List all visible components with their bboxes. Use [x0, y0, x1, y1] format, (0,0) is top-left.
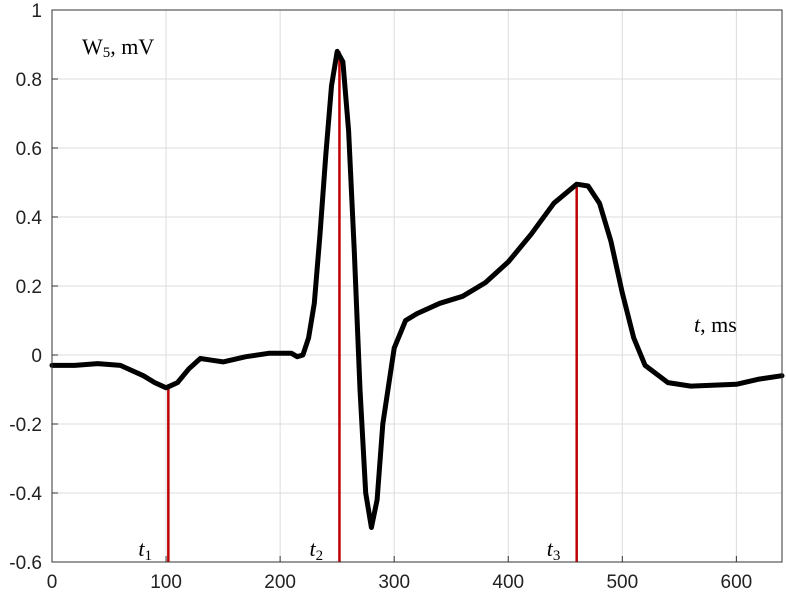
y-tick-label: 0.4 — [16, 208, 43, 229]
y-tick-label: -0.6 — [9, 553, 42, 574]
x-tick-label: 0 — [47, 572, 58, 593]
marker-label-main: t — [547, 536, 554, 561]
marker-label: t1 — [138, 536, 152, 564]
x-tick-label: 100 — [150, 572, 182, 593]
y-tick-label: -0.2 — [9, 415, 42, 436]
marker-label-sub: 3 — [553, 548, 561, 564]
x-tick-label: 500 — [606, 572, 638, 593]
marker-label-main: t — [309, 536, 316, 561]
x-label-unit: , ms — [700, 312, 737, 337]
y-tick-label: -0.4 — [9, 484, 42, 505]
x-label-main: t — [694, 312, 701, 337]
y-label-main: W — [82, 34, 103, 59]
marker-label-sub: 1 — [144, 548, 152, 564]
x-tick-label: 300 — [378, 572, 410, 593]
x-tick-label: 600 — [721, 572, 753, 593]
y-label-unit: , mV — [110, 34, 154, 59]
marks — [49, 48, 785, 562]
y-tick-label: 0.8 — [16, 70, 42, 91]
marker-label-sub: 2 — [316, 548, 324, 564]
y-axis-label: W5, mV — [82, 34, 154, 61]
y-tick-label: 0.6 — [16, 139, 42, 160]
y-tick-label: 0 — [31, 346, 42, 367]
y-label-sub: 5 — [103, 45, 111, 61]
y-tick-label: 1 — [31, 1, 42, 22]
marker-label: t2 — [309, 536, 323, 564]
x-tick-label: 200 — [264, 572, 296, 593]
marker-label-main: t — [138, 536, 145, 561]
marker-label: t3 — [547, 536, 561, 564]
line-series — [49, 48, 785, 530]
y-tick-label: 0.2 — [16, 277, 42, 298]
x-tick-label: 400 — [492, 572, 524, 593]
x-axis-label: t, ms — [694, 312, 737, 337]
